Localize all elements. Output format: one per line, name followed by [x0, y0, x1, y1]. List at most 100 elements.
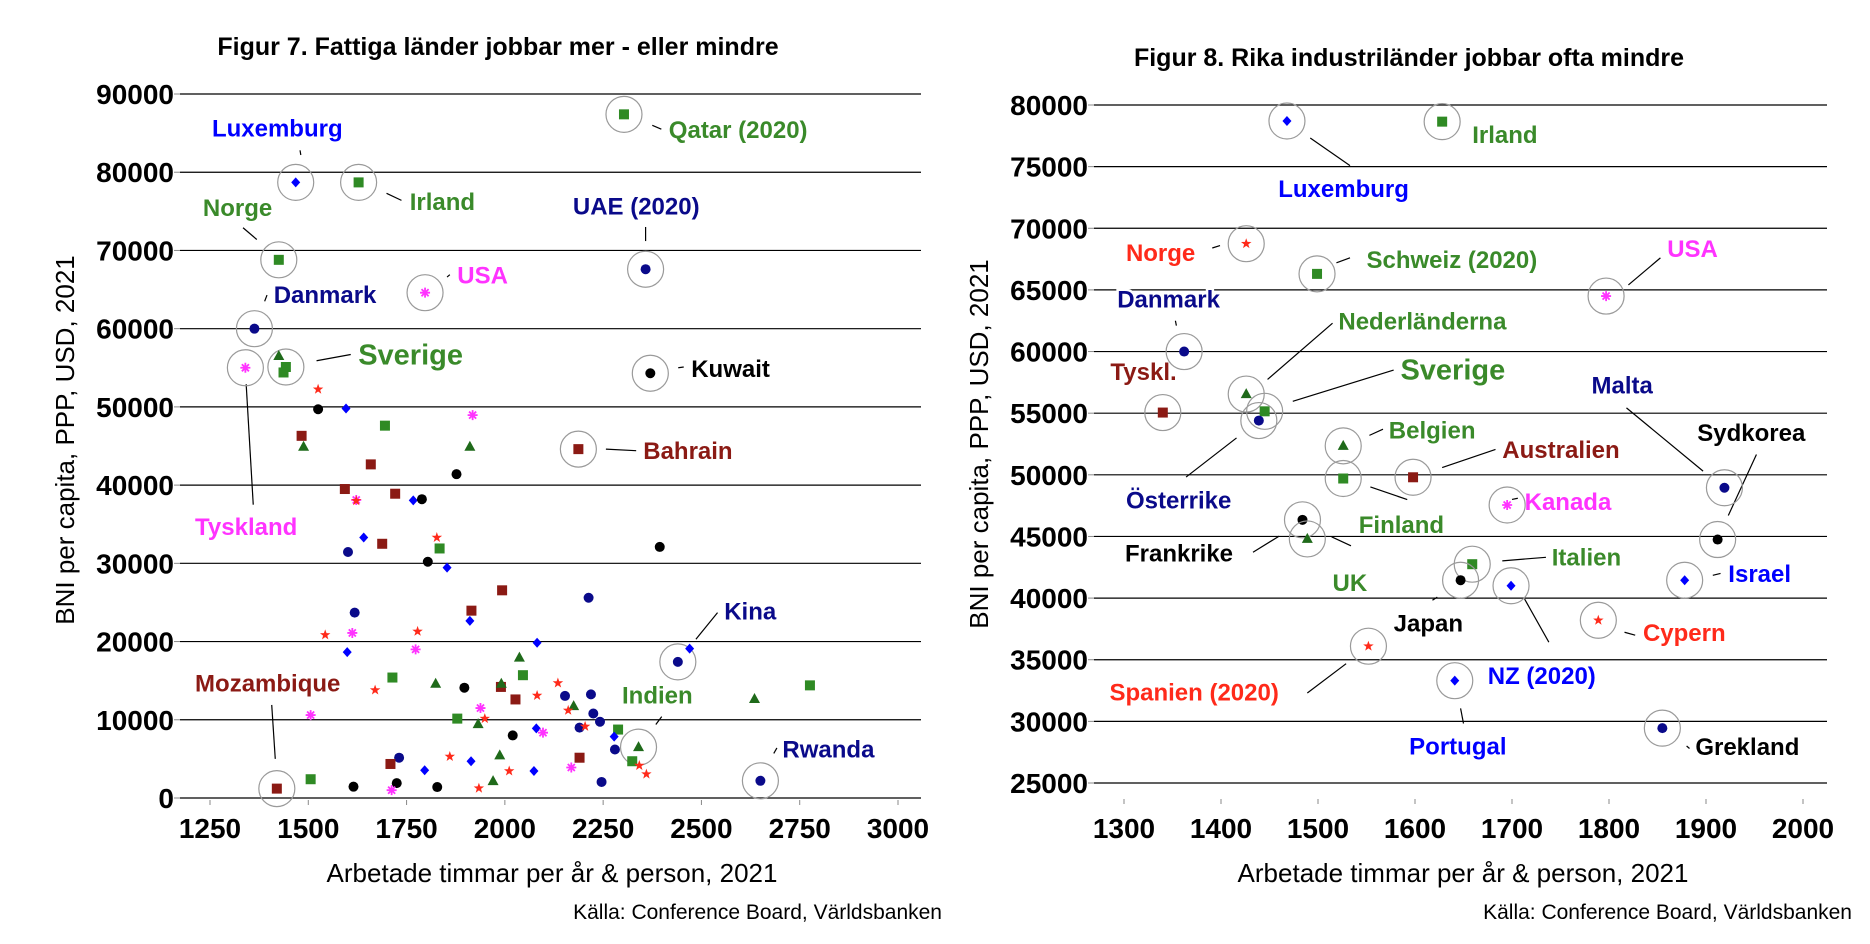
- leader-line: [1252, 535, 1280, 553]
- highlight-circle: [1488, 486, 1526, 524]
- x-tick-label: 1750: [375, 813, 437, 844]
- country-label: Schweiz (2020): [1367, 247, 1538, 274]
- country-label: Australien: [1502, 437, 1619, 464]
- x-tick-label: 2750: [769, 813, 831, 844]
- x-axis-title: Arbetade timmar per år & person, 2021: [327, 858, 778, 888]
- data-point: [479, 713, 490, 724]
- data-point: [386, 785, 397, 796]
- highlight-circle: [226, 349, 264, 387]
- leader-line: [1624, 631, 1636, 636]
- data-point: [431, 532, 443, 542]
- x-tick-label: 1800: [1578, 813, 1640, 844]
- annotations: Irland Luxemburg Norge Schweiz (2020) USA Dan…: [1107, 119, 1809, 763]
- data-point: [464, 440, 476, 451]
- data-point: [627, 756, 638, 767]
- data-point: [634, 760, 645, 770]
- country-label: Qatar (2020): [669, 117, 808, 144]
- data-point: [609, 731, 619, 742]
- country-label: USA: [457, 262, 508, 289]
- leader-line: [316, 353, 351, 362]
- y-tick-label: 55000: [1010, 398, 1088, 429]
- y-tick-label: 40000: [1010, 583, 1088, 614]
- data-point: [475, 703, 486, 714]
- leader-line: [1502, 556, 1546, 562]
- data-point: [1506, 580, 1516, 591]
- chart-title: Figur 8. Rika industriländer jobbar ofta…: [1134, 44, 1684, 72]
- highlight-circle: [559, 430, 597, 468]
- y-tick-label: 50000: [1010, 460, 1088, 491]
- data-point: [278, 367, 289, 378]
- y-tick-label: 80000: [1010, 90, 1088, 121]
- country-label: Tyskl.: [1110, 359, 1176, 386]
- y-tick-label: 40000: [96, 470, 174, 501]
- highlight-circle: [1298, 255, 1336, 293]
- highlight-circle: [1705, 469, 1744, 507]
- data-point: [365, 459, 376, 470]
- data-point: [291, 177, 301, 188]
- highlight-circle: [1666, 561, 1704, 599]
- data-point: [422, 556, 433, 567]
- leader-line: [386, 192, 402, 201]
- data-point: [1408, 472, 1419, 483]
- country-label: Irland: [1472, 122, 1537, 149]
- highlight-circle: [1643, 709, 1681, 747]
- data-point: [1712, 534, 1723, 545]
- data-point: [1253, 415, 1264, 426]
- data-point: [452, 713, 463, 724]
- data-point: [507, 730, 518, 741]
- data-point: [442, 562, 452, 573]
- data-point: [410, 644, 421, 655]
- data-point: [532, 637, 542, 648]
- country-label: Italien: [1552, 544, 1621, 571]
- y-tick-label: 75000: [1010, 152, 1088, 183]
- data-point: [531, 690, 543, 700]
- data-point: [408, 495, 418, 506]
- data-point: [347, 627, 358, 638]
- data-point: [633, 741, 645, 752]
- data-point: [1657, 723, 1668, 734]
- y-tick-label: 65000: [1010, 275, 1088, 306]
- chart-title: Figur 7. Fattiga länder jobbar mer - ell…: [217, 33, 778, 61]
- data-point: [351, 495, 362, 506]
- y-tick-label: 60000: [1010, 337, 1088, 368]
- figure-8-chart: Figur 8. Rika industriländer jobbar ofta…: [964, 44, 1852, 924]
- gridlines: [174, 93, 921, 805]
- country-label: Israel: [1728, 561, 1791, 588]
- data-point: [560, 690, 571, 701]
- highlight-circle: [1144, 393, 1182, 432]
- leader-line: [1511, 497, 1518, 501]
- data-point: [320, 629, 331, 640]
- x-tick-label: 1400: [1190, 813, 1252, 844]
- data-point: [487, 775, 499, 786]
- country-label: Bahrain: [643, 438, 732, 465]
- data-point: [804, 680, 815, 691]
- data-point: [342, 546, 353, 557]
- data-point: [298, 440, 310, 451]
- data-point: [369, 684, 381, 695]
- y-tick-label: 45000: [1010, 521, 1088, 552]
- data-point: [531, 723, 541, 734]
- highlight-circle: [1579, 601, 1617, 639]
- country-label: Sverige: [358, 340, 463, 372]
- highlight-circle: [340, 163, 378, 201]
- country-label: Cypern: [1643, 620, 1726, 647]
- leader-line: [1292, 369, 1394, 402]
- highlight-circle: [605, 95, 643, 133]
- y-tick-label: 70000: [96, 235, 174, 266]
- leader-line: [1212, 244, 1221, 249]
- country-label: Frankrike: [1125, 541, 1233, 568]
- data-point: [249, 323, 260, 334]
- data-point: [271, 783, 282, 794]
- y-tick-label: 20000: [96, 627, 174, 658]
- highlight-circle: [1324, 427, 1362, 465]
- y-axis-title: BNI per capita, PPP, USD, 2021: [50, 255, 80, 625]
- data-point: [434, 543, 445, 554]
- data-point: [394, 752, 405, 763]
- data-point: [1680, 575, 1690, 586]
- data-point: [585, 689, 596, 700]
- data-point: [273, 254, 284, 265]
- leader-line: [1460, 708, 1465, 724]
- data-point: [467, 410, 478, 421]
- data-point: [430, 677, 442, 688]
- data-point: [494, 749, 506, 760]
